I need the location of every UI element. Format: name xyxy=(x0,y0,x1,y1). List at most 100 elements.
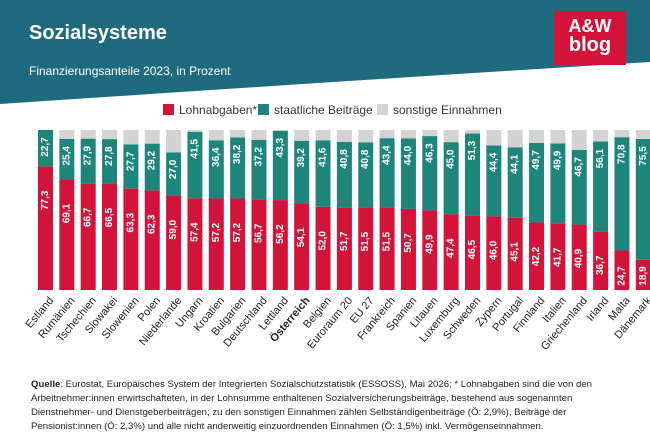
bar-sonstige-einnahmen-bulgarien xyxy=(230,130,246,138)
value-label-lohnabgaben-osterreich: 54,1 xyxy=(296,227,307,247)
bar-lohnabgaben-belgien xyxy=(315,206,331,290)
value-label-lohnabgaben-euroraum-20: 51,7 xyxy=(339,231,350,251)
bar-sonstige-einnahmen-luxemburg xyxy=(443,130,459,143)
bar-lohnabgaben-slowakei xyxy=(102,183,118,290)
chart-legend: Lohnabgaben* staatliche Beiträge sonstig… xyxy=(0,102,650,118)
bar-sonstige-einnahmen-spanien xyxy=(400,130,416,139)
value-label-lohnabgaben-belgien: 52,0 xyxy=(318,231,329,251)
bar-lohnabgaben-estland xyxy=(38,166,53,290)
value-label-staatliche-beitrage-slowenien: 27,7 xyxy=(125,151,136,171)
bar-lohnabgaben-spanien xyxy=(400,208,416,290)
value-label-lohnabgaben-griechenland: 40,9 xyxy=(574,248,585,268)
bar-sonstige-einnahmen-rumanien xyxy=(59,130,75,139)
value-label-staatliche-beitrage-deutschland: 37,2 xyxy=(254,147,265,167)
bar-staatliche-beitrage-euroraum-20 xyxy=(336,142,352,208)
legend-label-staatliche-beitraege: staatliche Beiträge xyxy=(274,103,373,117)
value-label-staatliche-beitrage-rumanien: 25,4 xyxy=(61,146,72,166)
bar-staatliche-beitrage-polen xyxy=(144,143,160,191)
bar-sonstige-einnahmen-polen xyxy=(144,130,160,144)
bar-sonstige-einnahmen-slowenien xyxy=(123,130,139,145)
bar-staatliche-beitrage-spanien xyxy=(400,138,416,209)
bar-lohnabgaben-bulgarien xyxy=(230,198,246,290)
legend-item-staatliche-beitraege: staatliche Beiträge xyxy=(258,102,373,118)
bar-staatliche-beitrage-slowenien xyxy=(123,144,139,189)
bar-staatliche-beitrage-niederlande xyxy=(166,152,182,196)
value-label-staatliche-beitrage-irland: 56,1 xyxy=(595,148,606,168)
bar-staatliche-beitrage-irland xyxy=(593,141,609,232)
value-label-staatliche-beitrage-niederlande: 27,0 xyxy=(168,159,179,179)
value-label-lohnabgaben-kroatien: 57,2 xyxy=(211,222,222,242)
bar-sonstige-einnahmen-malta xyxy=(614,130,630,138)
value-label-staatliche-beitrage-kroatien: 36,4 xyxy=(211,147,222,167)
bar-lohnabgaben-tschechien xyxy=(80,183,96,290)
bar-staatliche-beitrage-eu-27 xyxy=(358,142,374,208)
value-label-staatliche-beitrage-polen: 29,2 xyxy=(147,150,158,170)
value-label-lohnabgaben-luxemburg: 47,4 xyxy=(446,238,457,258)
value-label-lohnabgaben-frankreich: 51,5 xyxy=(382,231,393,251)
legend-label-lohnabgaben: Lohnabgaben* xyxy=(179,103,258,117)
legend-item-sonstige-einnahmen: sonstige Einnahmen xyxy=(377,102,502,118)
bar-sonstige-einnahmen-griechenland xyxy=(571,130,587,150)
value-label-lohnabgaben-danemark: 18,9 xyxy=(638,266,649,286)
bar-staatliche-beitrage-portugal xyxy=(507,147,523,218)
bar-staatliche-beitrage-griechenland xyxy=(571,149,587,225)
bar-lohnabgaben-ungarn xyxy=(187,198,203,290)
bar-lohnabgaben-slowenien xyxy=(123,188,139,290)
bar-staatliche-beitrage-osterreich xyxy=(294,140,310,204)
header-background xyxy=(0,0,650,104)
bar-lohnabgaben-rumanien xyxy=(59,179,75,290)
bar-staatliche-beitrage-italien xyxy=(550,143,566,224)
value-label-lohnabgaben-portugal: 45,1 xyxy=(510,242,521,262)
bar-staatliche-beitrage-frankreich xyxy=(379,138,395,208)
value-label-lohnabgaben-schweden: 46,5 xyxy=(467,239,478,259)
bar-lohnabgaben-italien xyxy=(550,223,566,290)
value-label-lohnabgaben-zypern: 46,0 xyxy=(488,240,499,260)
bar-lohnabgaben-eu-27 xyxy=(358,207,374,290)
value-label-staatliche-beitrage-italien: 49,9 xyxy=(552,150,563,170)
value-label-staatliche-beitrage-zypern: 44,4 xyxy=(488,152,499,172)
bar-sonstige-einnahmen-kroatien xyxy=(208,130,224,141)
bar-staatliche-beitrage-slowakei xyxy=(102,139,118,184)
bar-lohnabgaben-malta xyxy=(614,250,630,290)
page-subtitle: Finanzierungsanteile 2023, in Prozent xyxy=(29,64,231,78)
bar-sonstige-einnahmen-tschechien xyxy=(80,130,96,139)
bar-sonstige-einnahmen-euroraum-20 xyxy=(336,130,352,142)
bar-staatliche-beitrage-deutschland xyxy=(251,139,267,200)
value-label-lohnabgaben-italien: 41,7 xyxy=(552,247,563,267)
value-label-staatliche-beitrage-eu-27: 40,8 xyxy=(360,149,371,169)
value-label-lohnabgaben-litauen: 49,9 xyxy=(424,234,435,254)
bar-staatliche-beitrage-luxemburg xyxy=(443,142,459,215)
bar-lohnabgaben-deutschland xyxy=(251,199,267,290)
bar-lohnabgaben-euroraum-20 xyxy=(336,207,352,290)
bar-sonstige-einnahmen-zypern xyxy=(486,130,502,146)
value-label-lohnabgaben-malta: 24,7 xyxy=(616,266,627,286)
bar-staatliche-beitrage-danemark xyxy=(635,138,650,260)
value-label-lohnabgaben-polen: 62,3 xyxy=(147,214,158,234)
value-label-staatliche-beitrage-ungarn: 41,5 xyxy=(189,139,200,159)
bar-staatliche-beitrage-rumanien xyxy=(59,138,75,180)
bar-lohnabgaben-irland xyxy=(593,231,609,290)
bar-staatliche-beitrage-lettland xyxy=(272,130,288,201)
bar-sonstige-einnahmen-italien xyxy=(550,130,566,144)
value-label-staatliche-beitrage-euroraum-20: 40,8 xyxy=(339,149,350,169)
bar-staatliche-beitrage-zypern xyxy=(486,145,502,217)
value-label-lohnabgaben-eu-27: 51,5 xyxy=(360,231,371,251)
value-label-staatliche-beitrage-osterreich: 39,2 xyxy=(296,148,307,168)
value-label-staatliche-beitrage-estland: 22,7 xyxy=(40,137,51,157)
value-label-staatliche-beitrage-portugal: 44,1 xyxy=(510,154,521,174)
legend-item-lohnabgaben: Lohnabgaben* xyxy=(163,102,257,118)
logo-line2: blog xyxy=(568,34,612,56)
value-label-staatliche-beitrage-malta: 70,8 xyxy=(616,144,627,164)
value-label-staatliche-beitrage-slowakei: 27,8 xyxy=(104,146,115,166)
value-label-lohnabgaben-estland: 77,3 xyxy=(40,190,51,210)
value-label-staatliche-beitrage-bulgarien: 38,2 xyxy=(232,144,243,164)
bar-sonstige-einnahmen-irland xyxy=(593,130,609,142)
bar-sonstige-einnahmen-ungarn xyxy=(187,130,203,132)
aw-blog-logo[interactable]: A&W blog xyxy=(554,11,626,65)
bar-sonstige-einnahmen-danemark xyxy=(635,130,650,139)
value-label-staatliche-beitrage-griechenland: 46,7 xyxy=(574,157,585,177)
bar-sonstige-einnahmen-litauen xyxy=(422,130,438,137)
bar-staatliche-beitrage-belgien xyxy=(315,140,331,207)
bar-sonstige-einnahmen-eu-27 xyxy=(358,130,374,143)
